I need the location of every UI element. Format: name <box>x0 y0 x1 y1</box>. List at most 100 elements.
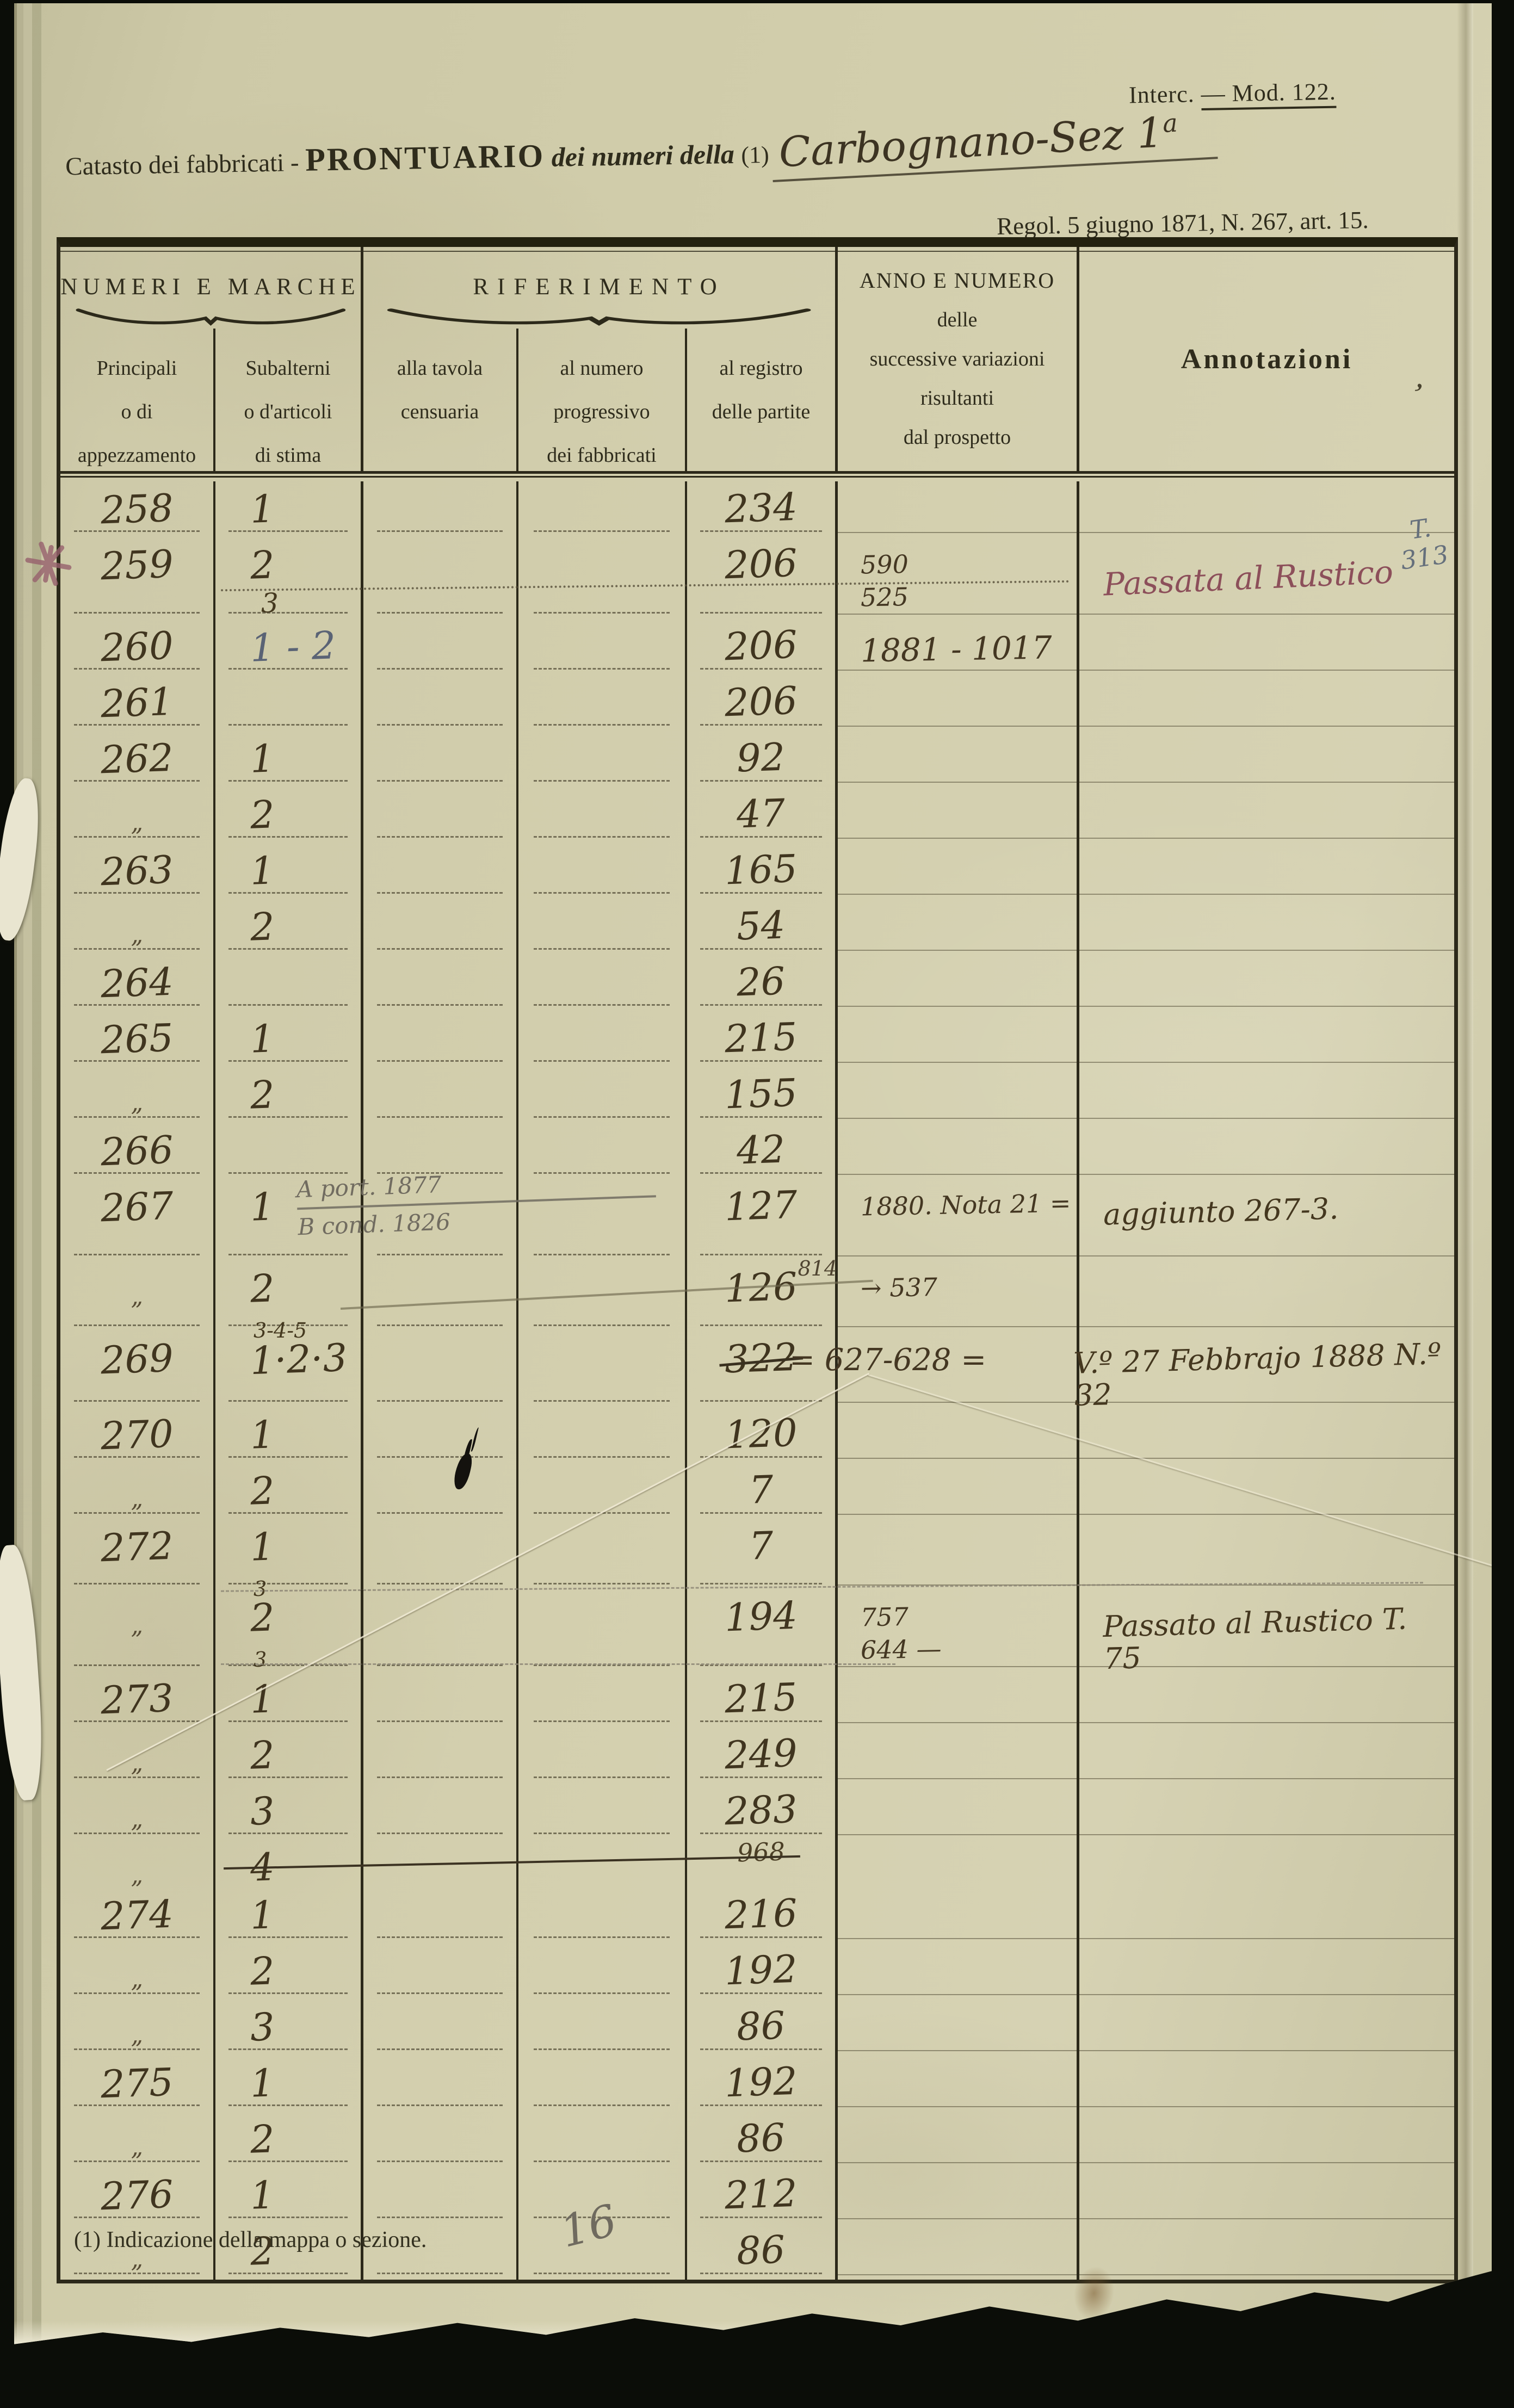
table-row: 269 1·2·3 322 = 627-628 = V.º 27 Febbrajo 18… <box>60 1332 1454 1413</box>
cell-numero-fabbricati <box>518 2167 687 2224</box>
cell-anno-numero <box>838 1011 1079 1067</box>
cell-numero-fabbricati <box>518 1839 687 1887</box>
column-header-line: Principali <box>96 357 177 380</box>
subalterno-number: 2 <box>249 1266 275 1311</box>
principale-number: „ <box>130 1965 144 1994</box>
margin-asterisk-mark <box>20 535 77 592</box>
registro-number: 155 <box>724 1070 799 1118</box>
cell-numero-fabbricati <box>518 1067 687 1123</box>
annotation-text: V.º 27 Febbrajo 1888 N.º 32 <box>1073 1336 1442 1413</box>
cell-numero-fabbricati <box>518 787 687 843</box>
cell-subalterno: 2 <box>215 1067 363 1123</box>
registro-number: 86 <box>736 2003 786 2050</box>
cell-tavola-censuaria <box>363 1589 518 1672</box>
principale-number: 261 <box>100 679 174 727</box>
principale-number: 270 <box>100 1411 174 1459</box>
table-row: 275 1 192 <box>60 2055 1454 2112</box>
cell-anno-numero <box>838 481 1079 537</box>
cell-anno-numero: 1880. Nota 21 = <box>838 1179 1079 1261</box>
table-row: 270 1 120 <box>60 1407 1454 1463</box>
cell-tavola-censuaria <box>363 1261 518 1332</box>
cell-anno-numero <box>838 955 1079 1011</box>
table-row: „ 2 7 <box>60 1463 1454 1519</box>
annotation-side-mark: T. 313 <box>1395 511 1450 575</box>
cell-anno-numero: → 537 <box>838 1261 1079 1332</box>
registro-number: 216 <box>724 1890 799 1938</box>
stray-ink-mark: , <box>1413 358 1433 395</box>
cell-tavola-censuaria <box>363 675 518 731</box>
cell-registro-partite: 92 <box>687 731 838 787</box>
cell-registro-partite: 215 <box>687 1671 838 1728</box>
cell-anno-numero <box>838 2111 1079 2168</box>
cell-registro-partite: 192 <box>687 2055 838 2112</box>
cell-registro-partite: 968 <box>687 1836 838 1887</box>
registro-number: 120 <box>724 1410 799 1458</box>
cell-subalterno: 3 <box>215 1999 363 2056</box>
group-title: NUMERI E MARCHE <box>60 274 361 300</box>
cell-annotazioni <box>1079 481 1454 537</box>
cell-principale: „ <box>60 1783 215 1840</box>
scanned-page: Interc. — Mod. 122. Catasto dei fabbrica… <box>14 3 1492 2344</box>
table-row: 267 1 A port. 1877 B cond. 1826 127 1880. Not… <box>60 1160 1454 1261</box>
subalterno-number: 1 <box>249 1892 275 1938</box>
title-main: PRONTUARIO <box>305 138 545 178</box>
subalterno-number: 1 <box>249 1676 275 1722</box>
table-row: „ 4 968 <box>60 1836 1454 1890</box>
column-header-line: delle <box>937 308 978 332</box>
column-header-line: Subalterni <box>245 357 331 380</box>
registro-number: 26 <box>736 958 786 1005</box>
registro-number: 47 <box>736 790 786 837</box>
cell-registro-partite: 165 <box>687 843 838 899</box>
cell-numero-fabbricati <box>518 1261 687 1332</box>
table-row: „ 2 3-4-5 814126 → 537 <box>60 1256 1454 1342</box>
cell-annotazioni <box>1079 619 1454 675</box>
cell-principale: „ <box>60 1261 215 1332</box>
cell-anno-numero <box>838 1407 1079 1463</box>
cell-annotazioni <box>1079 1463 1454 1519</box>
brace-icon <box>76 308 345 326</box>
cell-subalterno: 1 <box>215 1671 363 1728</box>
footnote-text: (1) Indicazione della mappa o sezione. <box>74 2227 427 2252</box>
subalterno-subscript: 3 <box>254 1647 267 1672</box>
column-header-numero-progressivo: al numero progressivo dei fabbricati <box>518 329 687 471</box>
group-title: RIFERIMENTO <box>473 274 726 300</box>
anno-entry: → 537 <box>860 1272 938 1303</box>
cell-numero-fabbricati <box>518 2223 687 2280</box>
anno-entry: 590 <box>860 549 909 580</box>
principale-number: „ <box>130 2133 144 2162</box>
cell-annotazioni <box>1079 1011 1454 1067</box>
cell-registro-partite: 234 <box>687 481 838 537</box>
cell-subalterno: 1 <box>215 1887 363 1943</box>
cell-anno-numero <box>838 2167 1079 2224</box>
annotation-text: aggiunto 267-3. <box>1103 1191 1339 1232</box>
cell-subalterno <box>215 1123 363 1179</box>
cell-annotazioni <box>1079 1840 1454 1887</box>
cell-anno-numero <box>838 2055 1079 2112</box>
registro-number: 192 <box>724 2058 799 2106</box>
cell-principale: „ <box>60 1067 215 1123</box>
cell-registro-partite: 155 <box>687 1067 838 1123</box>
table-row: 273 1 215 <box>60 1671 1454 1728</box>
cell-anno-numero <box>838 787 1079 843</box>
principale-number: 275 <box>100 2059 174 2107</box>
cell-annotazioni <box>1079 1887 1454 1943</box>
cell-subalterno: 2 <box>215 2111 363 2168</box>
pencil-annotation: A port. 1877 B cond. 1826 <box>295 1158 712 1244</box>
cell-numero-fabbricati <box>518 1589 687 1672</box>
registro-number: 968 <box>737 1836 786 1868</box>
column-header-tavola: alla tavola censuaria <box>363 329 518 471</box>
principale-number: 266 <box>100 1127 174 1175</box>
cell-subalterno: 1 <box>215 1011 363 1067</box>
cell-principale: 266 <box>60 1123 215 1179</box>
cell-tavola-censuaria <box>363 1887 518 1943</box>
cell-annotazioni <box>1079 2056 1454 2112</box>
column-header-principali: Principali o di appezzamento <box>60 329 215 471</box>
footnote-reference: (1) <box>740 141 770 169</box>
cell-registro-partite: 86 <box>687 2223 838 2280</box>
cell-numero-fabbricati <box>518 1783 687 1840</box>
cell-numero-fabbricati <box>518 537 687 619</box>
cell-annotazioni: Passato al Rustico T. 75 <box>1079 1590 1454 1676</box>
torn-bottom-edge <box>14 2320 1492 2344</box>
cell-principale: 276 <box>60 2167 215 2224</box>
cell-anno-numero <box>838 1727 1079 1784</box>
